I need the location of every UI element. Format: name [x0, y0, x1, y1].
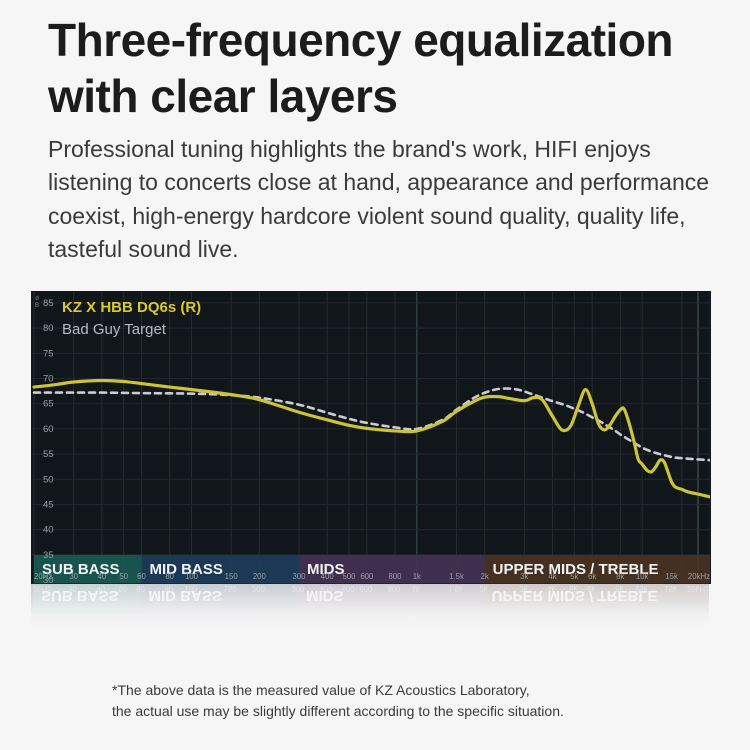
svg-text:2k: 2k [481, 572, 489, 581]
svg-text:20kHz: 20kHz [688, 572, 710, 581]
svg-text:15k: 15k [665, 572, 678, 581]
svg-text:80: 80 [165, 572, 174, 581]
svg-text:B: B [35, 303, 39, 309]
svg-text:400: 400 [321, 572, 335, 581]
svg-text:3k: 3k [520, 572, 528, 581]
svg-text:8k: 8k [616, 572, 624, 581]
svg-text:75: 75 [43, 348, 54, 359]
svg-text:200: 200 [253, 572, 267, 581]
svg-text:50: 50 [43, 474, 54, 485]
svg-text:600: 600 [360, 572, 374, 581]
svg-text:65: 65 [43, 399, 54, 410]
svg-text:10k: 10k [636, 572, 649, 581]
svg-text:35: 35 [43, 550, 54, 561]
svg-text:30: 30 [69, 572, 78, 581]
svg-text:70: 70 [43, 374, 54, 385]
svg-text:85: 85 [43, 298, 54, 309]
svg-text:80: 80 [43, 323, 54, 334]
svg-text:5k: 5k [570, 572, 578, 581]
svg-text:6k: 6k [588, 572, 596, 581]
svg-text:60: 60 [137, 572, 146, 581]
svg-text:150: 150 [225, 572, 239, 581]
svg-text:KZ X HBB DQ6s (R): KZ X HBB DQ6s (R) [62, 299, 201, 316]
svg-text:60: 60 [43, 424, 54, 435]
svg-text:SUB BASS: SUB BASS [42, 561, 120, 578]
svg-text:800: 800 [388, 572, 402, 581]
svg-text:50: 50 [119, 572, 128, 581]
svg-text:300: 300 [293, 572, 307, 581]
svg-text:40: 40 [97, 572, 106, 581]
svg-text:100: 100 [185, 572, 199, 581]
svg-text:40: 40 [43, 525, 54, 536]
svg-text:1k: 1k [413, 572, 421, 581]
svg-text:1.5k: 1.5k [449, 572, 464, 581]
svg-text:Bad Guy Target: Bad Guy Target [62, 321, 167, 338]
svg-text:d: d [35, 296, 38, 302]
svg-text:55: 55 [43, 449, 54, 460]
svg-text:4k: 4k [548, 572, 556, 581]
svg-text:500: 500 [342, 572, 356, 581]
svg-text:45: 45 [43, 500, 54, 511]
